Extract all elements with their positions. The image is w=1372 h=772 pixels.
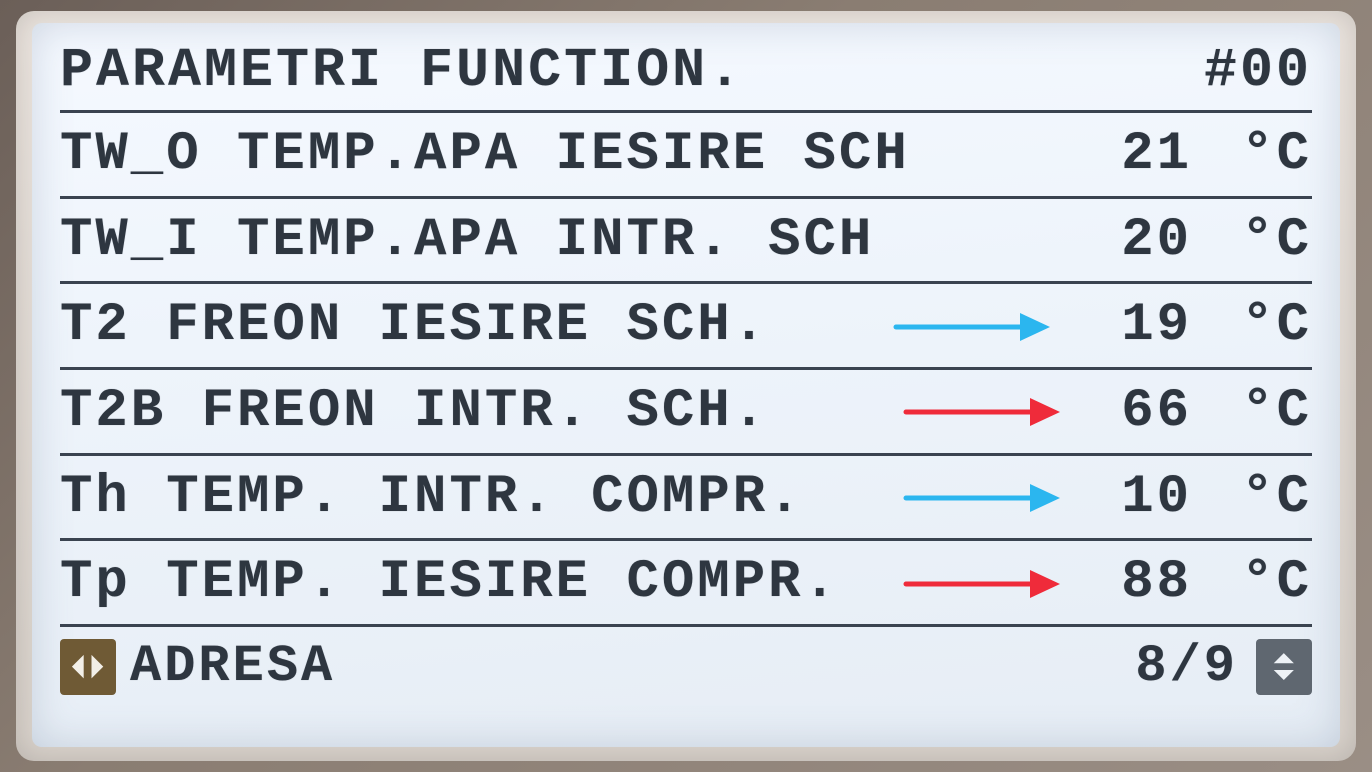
arrow-right-icon	[902, 391, 1062, 431]
up-down-arrows-icon	[1267, 647, 1301, 686]
title-row: PARAMETRI FUNCTION. #00	[60, 33, 1312, 113]
page-up-down-button[interactable]	[1256, 639, 1312, 695]
param-row: Th TEMP. INTR. COMPR. 10 °C	[60, 456, 1312, 542]
unit-id: #00	[1204, 39, 1312, 102]
param-row: TW_O TEMP.APA IESIRE SCH 21 °C	[60, 113, 1312, 199]
param-unit: °C	[1192, 127, 1312, 184]
param-value: 21	[1082, 127, 1192, 184]
param-value: 20	[1082, 213, 1192, 270]
arrow-right-icon	[892, 306, 1052, 346]
param-row: Tp TEMP. IESIRE COMPR. 88 °C	[60, 541, 1312, 627]
arrow-right-icon	[902, 477, 1062, 517]
page-title: PARAMETRI FUNCTION.	[60, 39, 744, 102]
param-unit: °C	[1192, 298, 1312, 355]
param-value: 10	[1082, 470, 1192, 527]
lcd-screen: PARAMETRI FUNCTION. #00 TW_O TEMP.APA IE…	[32, 23, 1340, 747]
left-right-arrows-icon	[68, 647, 107, 686]
address-label: ADRESA	[130, 637, 335, 696]
param-value: 66	[1082, 384, 1192, 441]
nav-left-right-button[interactable]	[60, 639, 116, 695]
footer-right: 8/9	[1135, 637, 1312, 696]
param-unit: °C	[1192, 470, 1312, 527]
page-indicator: 8/9	[1135, 637, 1238, 696]
param-unit: °C	[1192, 555, 1312, 612]
device-bezel: PARAMETRI FUNCTION. #00 TW_O TEMP.APA IE…	[16, 11, 1356, 761]
param-value: 88	[1082, 555, 1192, 612]
footer-left: ADRESA	[60, 637, 335, 696]
footer-row: ADRESA 8/9	[60, 627, 1312, 696]
param-row: T2 FREON IESIRE SCH. 19 °C	[60, 284, 1312, 370]
arrow-right-icon	[902, 563, 1062, 603]
param-label: TW_O TEMP.APA IESIRE SCH	[60, 127, 1082, 184]
param-value: 19	[1082, 298, 1192, 355]
param-unit: °C	[1192, 384, 1312, 441]
param-unit: °C	[1192, 213, 1312, 270]
param-row: T2B FREON INTR. SCH. 66 °C	[60, 370, 1312, 456]
param-row: TW_I TEMP.APA INTR. SCH 20 °C	[60, 199, 1312, 285]
param-label: TW_I TEMP.APA INTR. SCH	[60, 213, 1082, 270]
